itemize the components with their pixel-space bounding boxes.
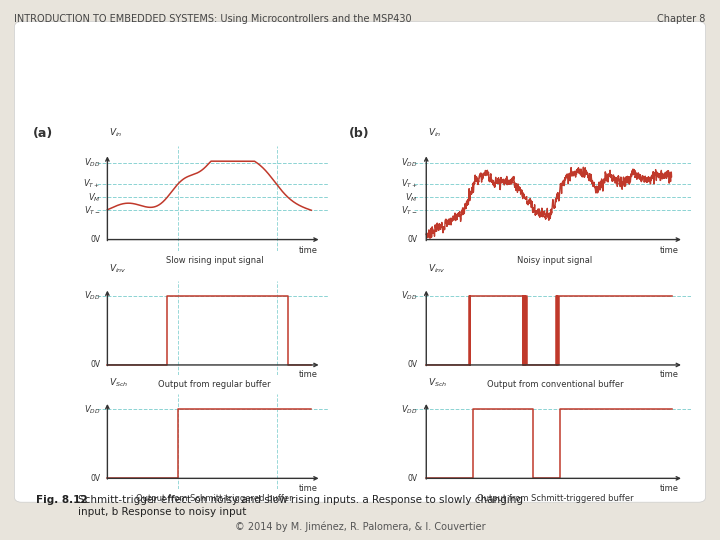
Text: $V_{T+}$: $V_{T+}$ xyxy=(84,178,100,191)
Text: $V_{DD}$: $V_{DD}$ xyxy=(401,290,418,302)
Text: time: time xyxy=(298,370,318,380)
Text: $V_{in}$: $V_{in}$ xyxy=(428,127,441,139)
Text: Fig. 8.12: Fig. 8.12 xyxy=(36,495,88,505)
Text: Output from Schmitt-triggered buffer: Output from Schmitt-triggered buffer xyxy=(477,494,634,503)
Text: 0V: 0V xyxy=(90,474,100,483)
Text: $V_{DD}$: $V_{DD}$ xyxy=(401,157,418,169)
Text: Output from conventional buffer: Output from conventional buffer xyxy=(487,380,624,389)
Text: $V_{T+}$: $V_{T+}$ xyxy=(401,178,418,191)
Text: 0V: 0V xyxy=(408,361,418,369)
Text: time: time xyxy=(298,484,318,493)
Text: $V_{DD}$: $V_{DD}$ xyxy=(84,157,100,169)
Text: (a): (a) xyxy=(32,127,53,140)
Text: $V_{DD}$: $V_{DD}$ xyxy=(84,290,100,302)
Text: (b): (b) xyxy=(349,127,370,140)
Text: $V_{inv}$: $V_{inv}$ xyxy=(109,262,127,275)
Text: 0V: 0V xyxy=(408,474,418,483)
Text: 0V: 0V xyxy=(90,361,100,369)
Text: 0V: 0V xyxy=(90,235,100,244)
Text: Output from regular buffer: Output from regular buffer xyxy=(158,380,271,389)
Text: $V_{Sch}$: $V_{Sch}$ xyxy=(428,376,447,388)
Text: $V_{in}$: $V_{in}$ xyxy=(109,127,122,139)
Text: $V_{T-}$: $V_{T-}$ xyxy=(401,204,418,217)
Text: $V_M$: $V_M$ xyxy=(88,191,100,204)
Text: Slow rising input signal: Slow rising input signal xyxy=(166,256,264,266)
Text: Output from Schmitt-triggered buffer: Output from Schmitt-triggered buffer xyxy=(136,494,293,503)
Text: $V_{DD}$: $V_{DD}$ xyxy=(84,403,100,416)
Text: $V_{DD}$: $V_{DD}$ xyxy=(401,403,418,416)
Text: $V_{inv}$: $V_{inv}$ xyxy=(428,262,446,275)
Text: $V_{T-}$: $V_{T-}$ xyxy=(84,204,100,217)
Text: Chapter 8: Chapter 8 xyxy=(657,14,706,24)
Text: INTRODUCTION TO EMBEDDED SYSTEMS: Using Microcontrollers and the MSP430: INTRODUCTION TO EMBEDDED SYSTEMS: Using … xyxy=(14,14,412,24)
Text: $V_{Sch}$: $V_{Sch}$ xyxy=(109,376,128,388)
Text: 0V: 0V xyxy=(408,235,418,244)
Text: Noisy input signal: Noisy input signal xyxy=(518,256,593,266)
Text: time: time xyxy=(660,246,679,255)
Text: $V_M$: $V_M$ xyxy=(405,191,418,204)
Text: © 2014 by M. Jiménez, R. Palomera, & I. Couvertier: © 2014 by M. Jiménez, R. Palomera, & I. … xyxy=(235,521,485,532)
Text: Schmitt-trigger effect on noisy and slow rising inputs. a Response to slowly cha: Schmitt-trigger effect on noisy and slow… xyxy=(78,495,523,517)
Text: time: time xyxy=(660,370,679,380)
Text: time: time xyxy=(660,484,679,493)
Text: time: time xyxy=(298,246,318,255)
